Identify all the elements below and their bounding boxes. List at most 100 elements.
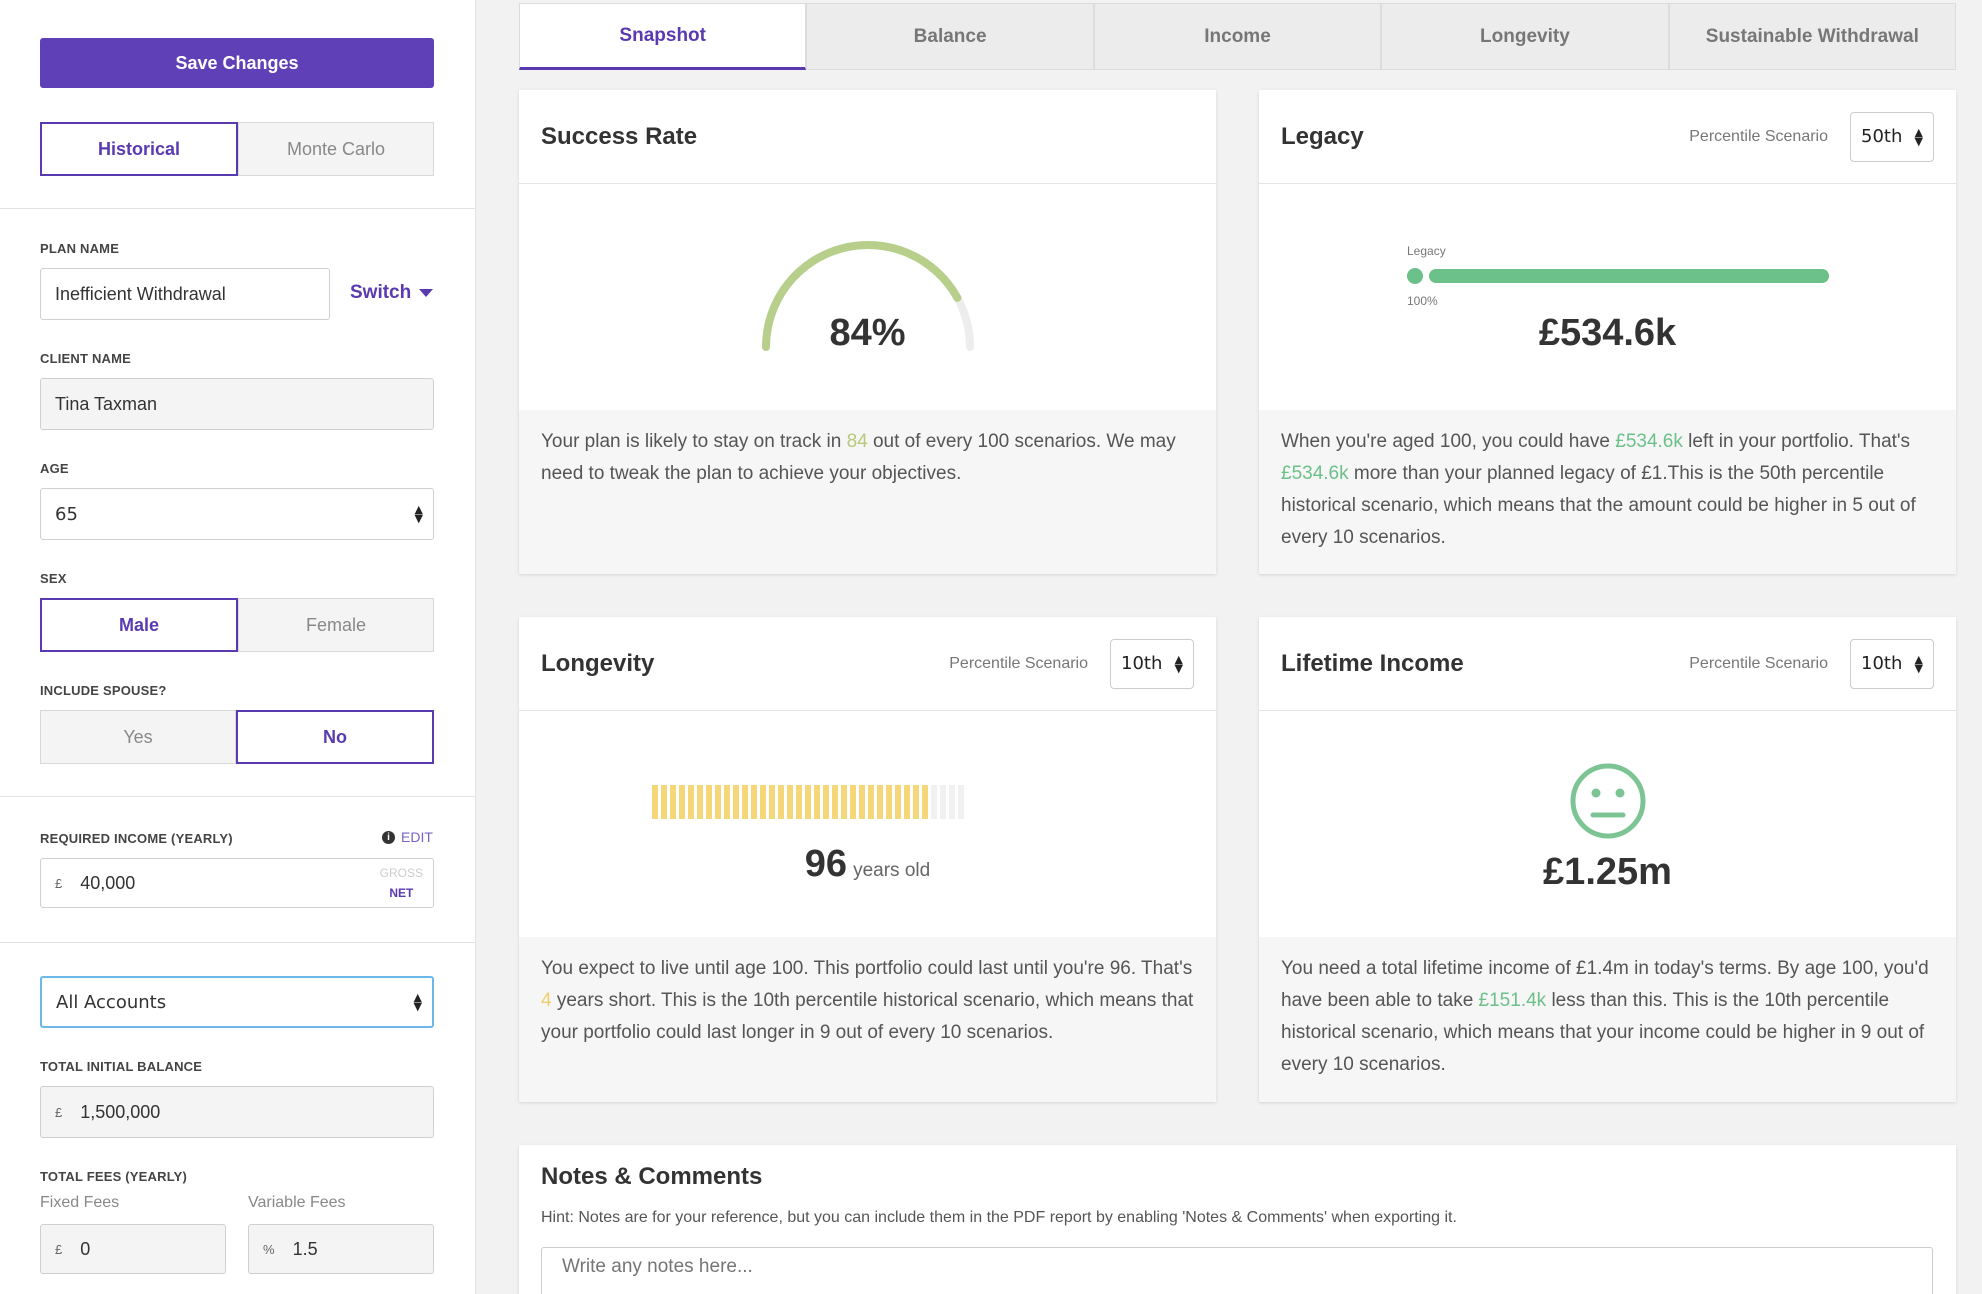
- mode-historical-option[interactable]: Historical: [40, 122, 238, 176]
- longevity-year-bar: [670, 785, 676, 819]
- age-label: AGE: [40, 461, 69, 476]
- longevity-year-bar: [805, 785, 811, 819]
- legacy-card: Legacy Percentile Scenario 50th ▲ ▼ Legac…: [1259, 90, 1956, 574]
- longevity-card: Longevity Percentile Scenario 10th ▲ ▼ 96…: [519, 617, 1216, 1102]
- percentile-value: 10th: [1861, 653, 1903, 674]
- longevity-year-bar: [877, 785, 883, 819]
- longevity-year-bar: [940, 785, 946, 819]
- notes-textarea[interactable]: [541, 1247, 1933, 1294]
- longevity-year-bar: [796, 785, 802, 819]
- desc-text: out of every 100 scenarios. We may need …: [541, 431, 1176, 484]
- notes-card: Notes & Comments Hint: Notes are for you…: [519, 1145, 1956, 1294]
- longevity-age-value: 96: [804, 843, 848, 885]
- notes-hint: Hint: Notes are for your reference, but …: [541, 1209, 1457, 1226]
- switch-label: Switch: [350, 282, 412, 303]
- tab-snapshot[interactable]: Snapshot: [519, 3, 807, 70]
- legacy-bar-percent: 100%: [1407, 294, 1438, 308]
- gross-option[interactable]: GROSS: [379, 866, 423, 880]
- fixed-fees-label: Fixed Fees: [40, 1194, 120, 1211]
- longevity-year-bar: [652, 785, 658, 819]
- lifetime-income-percentile-select[interactable]: 10th ▲ ▼: [1850, 638, 1934, 689]
- longevity-year-bar: [760, 785, 766, 819]
- fixed-fees-value: 0: [80, 1238, 91, 1259]
- desc-highlight: £534.6k: [1281, 463, 1349, 484]
- desc-highlight: 84: [846, 431, 868, 452]
- tab-longevity[interactable]: Longevity: [1381, 3, 1669, 70]
- tab-income[interactable]: Income: [1093, 3, 1382, 70]
- switch-plan-link[interactable]: Switch: [350, 282, 434, 304]
- sex-male-option[interactable]: Male: [40, 598, 238, 652]
- percentile-label: Percentile Scenario: [949, 654, 1088, 672]
- gross-net-toggle[interactable]: GROSS NET: [380, 863, 423, 903]
- longevity-year-bar: [931, 785, 937, 819]
- save-changes-button[interactable]: Save Changes: [40, 38, 434, 88]
- longevity-year-bar: [742, 785, 748, 819]
- required-income-input[interactable]: £ 40,000 GROSS NET: [40, 858, 434, 908]
- percentile-value: 50th: [1861, 126, 1903, 147]
- longevity-year-bar: [913, 785, 919, 819]
- longevity-year-bar: [778, 785, 784, 819]
- legacy-percentile-select[interactable]: 50th ▲ ▼: [1850, 111, 1934, 162]
- spouse-no-option[interactable]: No: [236, 710, 434, 764]
- spouse-yes-option[interactable]: Yes: [40, 710, 236, 764]
- select-arrows-icon: ▲ ▼: [1174, 652, 1183, 675]
- percentile-label: Percentile Scenario: [1689, 127, 1828, 145]
- accounts-value: All Accounts: [56, 991, 167, 1013]
- longevity-year-bar: [958, 785, 964, 819]
- accounts-select[interactable]: All Accounts ▲ ▼: [40, 976, 434, 1028]
- divider: [0, 796, 476, 797]
- longevity-year-bar: [751, 785, 757, 819]
- success-rate-value: 84%: [829, 312, 906, 354]
- longevity-year-bar: [904, 785, 910, 819]
- percent-symbol: %: [263, 1241, 275, 1257]
- longevity-viz: 96 years old: [519, 711, 1216, 937]
- longevity-year-bar: [697, 785, 703, 819]
- longevity-year-bar: [922, 785, 928, 819]
- currency-symbol: £: [55, 1241, 63, 1257]
- total-fees-label: TOTAL FEES (YEARLY): [40, 1169, 188, 1184]
- select-arrows-icon: ▲ ▼: [413, 991, 422, 1013]
- legacy-bar-dot: [1407, 268, 1423, 284]
- longevity-age: 96 years old: [805, 843, 930, 886]
- age-select[interactable]: 65 ▲ ▼: [40, 488, 434, 540]
- plan-name-input[interactable]: Inefficient Withdrawal: [40, 268, 330, 320]
- longevity-description: You expect to live until age 100. This p…: [519, 937, 1216, 1102]
- sex-toggle: Male Female: [40, 598, 434, 652]
- longevity-year-bar: [895, 785, 901, 819]
- select-arrows-icon: ▲ ▼: [1914, 125, 1923, 148]
- fixed-fees-input[interactable]: £ 0: [40, 1224, 226, 1274]
- edit-income-link[interactable]: i EDIT: [382, 829, 433, 845]
- longevity-year-bar: [679, 785, 685, 819]
- success-rate-title: Success Rate: [541, 122, 698, 150]
- age-value: 65: [55, 503, 78, 525]
- mode-monte-carlo-option[interactable]: Monte Carlo: [238, 122, 434, 176]
- required-income-value: 40,000: [80, 872, 136, 893]
- longevity-age-unit: years old: [853, 860, 931, 881]
- tab-sustainable-withdrawal[interactable]: Sustainable Withdrawal: [1668, 3, 1957, 70]
- legacy-bar-label: Legacy: [1407, 244, 1446, 258]
- gauge-chart: [761, 241, 974, 351]
- longevity-year-bar: [850, 785, 856, 819]
- notes-title: Notes & Comments: [541, 1163, 763, 1190]
- tab-balance[interactable]: Balance: [806, 3, 1094, 70]
- client-name-label: CLIENT NAME: [40, 351, 132, 366]
- client-name-field[interactable]: Tina Taxman: [40, 378, 434, 430]
- spouse-toggle: Yes No: [40, 710, 434, 764]
- sex-female-option[interactable]: Female: [238, 598, 434, 652]
- percentile-label: Percentile Scenario: [1689, 654, 1828, 672]
- variable-fees-input[interactable]: % 1.5: [248, 1224, 434, 1274]
- total-initial-balance-field[interactable]: £ 1,500,000: [40, 1086, 434, 1138]
- lifetime-income-card: Lifetime Income Percentile Scenario 10th…: [1259, 617, 1956, 1102]
- variable-fees-label: Variable Fees: [248, 1194, 346, 1211]
- mode-toggle: Historical Monte Carlo: [40, 122, 434, 176]
- net-option[interactable]: NET: [389, 886, 414, 900]
- longevity-year-bar: [841, 785, 847, 819]
- longevity-percentile-select[interactable]: 10th ▲ ▼: [1110, 638, 1194, 689]
- neutral-face-icon: [1570, 763, 1645, 839]
- desc-text: You need a total lifetime income of £1.4…: [1281, 958, 1929, 1011]
- longevity-year-bar: [724, 785, 730, 819]
- longevity-title: Longevity: [541, 649, 655, 677]
- lifetime-income-description: You need a total lifetime income of £1.4…: [1259, 937, 1956, 1102]
- select-arrows-icon: ▲ ▼: [1914, 652, 1923, 675]
- desc-text: left in your portfolio. That's: [1682, 431, 1911, 452]
